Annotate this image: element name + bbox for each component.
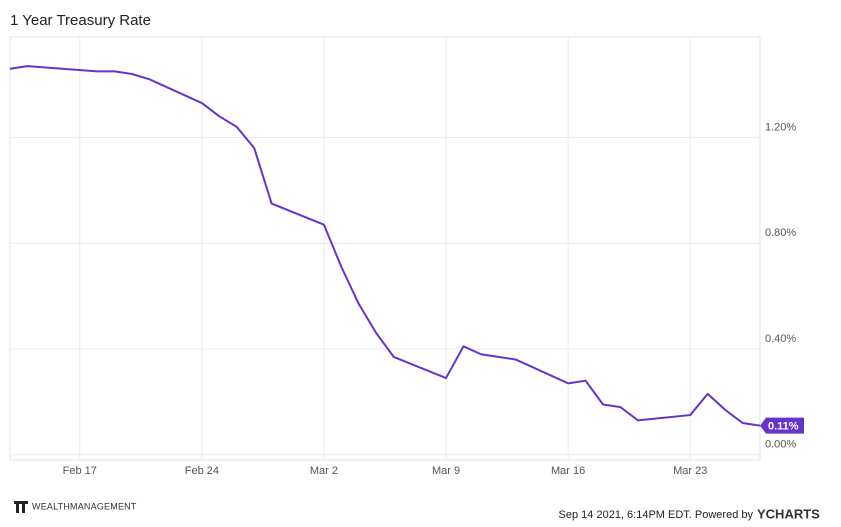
end-label-text: 0.11% bbox=[768, 421, 799, 433]
x-tick-label: Mar 23 bbox=[673, 465, 707, 477]
logo-text: WEALTHMANAGEMENT bbox=[32, 501, 137, 511]
chart-title: 1 Year Treasury Rate bbox=[10, 12, 151, 29]
footer-timestamp: Sep 14 2021, 6:14PM EDT. Powered by bbox=[559, 509, 754, 521]
logo-mark bbox=[14, 501, 28, 504]
end-label: 0.11% bbox=[760, 417, 804, 434]
plot-frame bbox=[9, 36, 761, 461]
y-tick-label: 0.40% bbox=[765, 333, 796, 345]
logo-mark bbox=[22, 504, 25, 513]
y-tick-label: 1.20% bbox=[765, 121, 796, 133]
y-tick-label: 0.80% bbox=[765, 227, 796, 239]
line bbox=[9, 65, 761, 427]
x-tick-label: Feb 17 bbox=[63, 465, 97, 477]
footer-brand: YCHARTS bbox=[757, 506, 820, 521]
y-tick-label: 0.00% bbox=[765, 439, 796, 451]
x-tick-label: Mar 16 bbox=[551, 465, 585, 477]
logo: WEALTHMANAGEMENT bbox=[14, 501, 137, 513]
x-tick-label: Mar 2 bbox=[310, 465, 338, 477]
x-tick-label: Mar 9 bbox=[432, 465, 460, 477]
x-tick-label: Feb 24 bbox=[185, 465, 219, 477]
logo-mark bbox=[16, 504, 19, 513]
end-label-box bbox=[760, 417, 804, 434]
